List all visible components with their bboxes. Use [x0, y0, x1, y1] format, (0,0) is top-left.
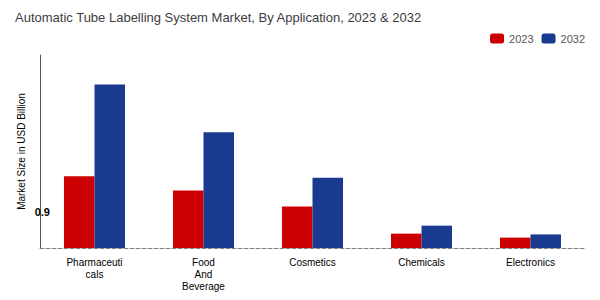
svg-text:cals: cals	[86, 269, 104, 280]
svg-text:Market Size in USD Billion: Market Size in USD Billion	[16, 93, 27, 210]
svg-text:Pharmaceuti: Pharmaceuti	[66, 257, 122, 268]
svg-text:Chemicals: Chemicals	[398, 257, 445, 268]
svg-text:Cosmetics: Cosmetics	[289, 257, 336, 268]
svg-text:And: And	[195, 269, 213, 280]
svg-text:0.9: 0.9	[35, 206, 50, 218]
svg-text:Beverage: Beverage	[182, 281, 225, 292]
svg-text:2023: 2023	[509, 33, 533, 45]
svg-text:Food: Food	[192, 257, 215, 268]
svg-text:Automatic Tube Labelling Syste: Automatic Tube Labelling System Market, …	[15, 10, 421, 25]
svg-text:Electronics: Electronics	[506, 257, 555, 268]
svg-text:2032: 2032	[561, 33, 585, 45]
